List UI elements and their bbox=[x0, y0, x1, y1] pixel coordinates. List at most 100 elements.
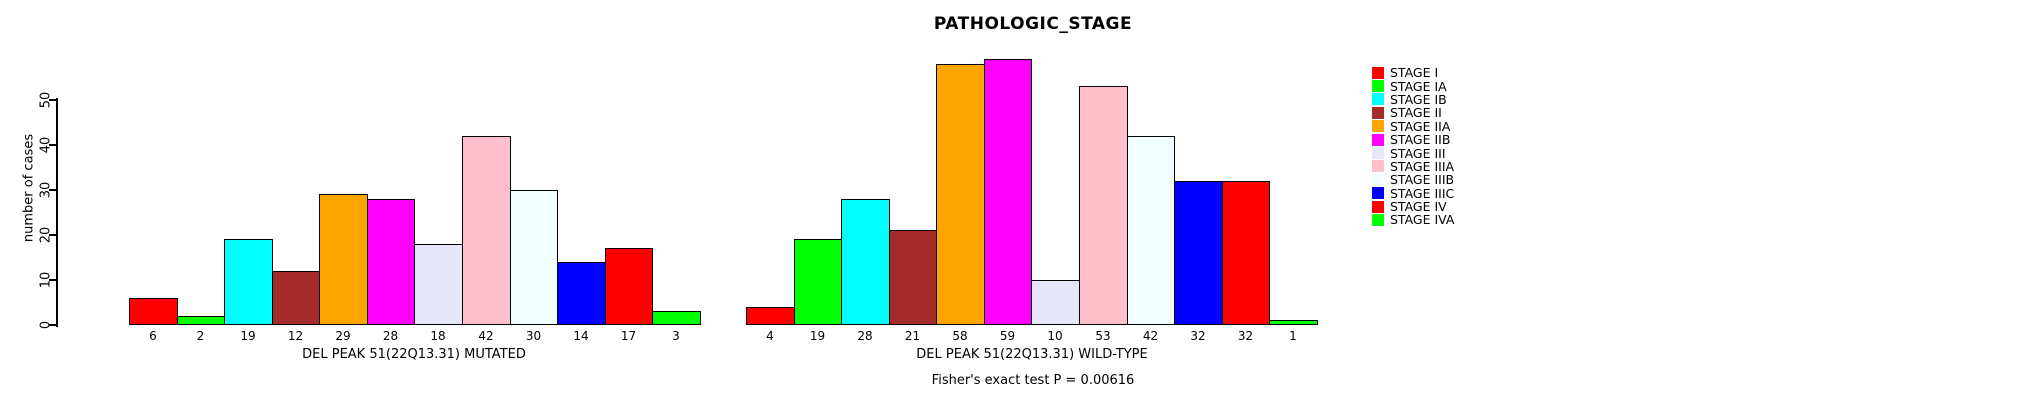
y-tick-label: 50 bbox=[38, 91, 54, 109]
y-tick-label: 10 bbox=[38, 271, 54, 289]
legend-label: STAGE I bbox=[1390, 65, 1439, 81]
bar-stage-iiib bbox=[1127, 136, 1175, 325]
bar-value-label: 21 bbox=[904, 329, 921, 343]
bar-stage-ii bbox=[272, 271, 320, 325]
bar-stage-iiib bbox=[510, 190, 558, 325]
legend-swatch-icon bbox=[1372, 93, 1384, 106]
chart-title: PATHOLOGIC_STAGE bbox=[933, 14, 1133, 34]
legend-label: STAGE IVA bbox=[1390, 212, 1455, 228]
legend-label: STAGE IIA bbox=[1390, 118, 1451, 134]
bar-value-label: 1 bbox=[1289, 329, 1297, 343]
bar-value-label: 18 bbox=[430, 329, 446, 343]
bar-value-label: 19 bbox=[809, 329, 826, 343]
bar-stage-iiic bbox=[1174, 181, 1223, 325]
legend-item: STAGE III bbox=[1372, 145, 1454, 161]
legend-label: STAGE IIIC bbox=[1390, 185, 1455, 201]
legend-item: STAGE IVA bbox=[1372, 213, 1454, 226]
legend-swatch-icon bbox=[1372, 160, 1384, 173]
bar-value-label: 28 bbox=[382, 329, 399, 343]
y-tick-mark bbox=[49, 189, 57, 191]
bar-value-label: 4 bbox=[766, 329, 774, 343]
bar-stage-iib bbox=[367, 199, 415, 325]
bar-value-label: 10 bbox=[1047, 329, 1063, 343]
bar-stage-iia bbox=[319, 194, 368, 325]
bar-value-label: 59 bbox=[999, 329, 1016, 343]
legend-label: STAGE II bbox=[1390, 105, 1442, 121]
y-tick-mark bbox=[49, 99, 57, 101]
legend-swatch-icon bbox=[1372, 213, 1384, 226]
bar-value-label: 32 bbox=[1237, 329, 1254, 343]
y-axis-label: number of cases bbox=[21, 133, 37, 243]
bar-value-label: 17 bbox=[620, 329, 637, 343]
legend-item: STAGE II bbox=[1372, 106, 1454, 119]
bar-stage-iv bbox=[1222, 181, 1270, 325]
legend-swatch-icon bbox=[1372, 120, 1384, 133]
legend-item: STAGE I bbox=[1372, 66, 1454, 79]
y-tick-mark bbox=[49, 144, 57, 146]
x-axis-label-wildtype: DEL PEAK 51(22Q13.31) WILD-TYPE bbox=[916, 347, 1148, 362]
y-tick-mark bbox=[49, 324, 57, 326]
legend: STAGE I STAGE IA STAGE IB STAGE II STAGE IIA… bbox=[1372, 66, 1454, 227]
bar-value-label: 29 bbox=[335, 329, 351, 343]
y-axis-line bbox=[56, 98, 58, 327]
legend-label: STAGE IV bbox=[1390, 199, 1447, 215]
bar-stage-iv bbox=[605, 248, 653, 325]
bar-stage-iii bbox=[1031, 280, 1080, 325]
bar-stage-iiic bbox=[557, 262, 606, 325]
bar-value-label: 32 bbox=[1190, 329, 1206, 343]
bar-value-label: 12 bbox=[287, 329, 304, 343]
legend-label: STAGE IIIA bbox=[1390, 158, 1455, 174]
legend-label: STAGE IA bbox=[1390, 78, 1447, 94]
bar-value-label: 42 bbox=[1142, 329, 1159, 343]
bar-value-label: 53 bbox=[1095, 329, 1111, 343]
bar-value-label: 30 bbox=[525, 329, 542, 343]
bar-value-label: 19 bbox=[240, 329, 256, 343]
bar-value-label: 2 bbox=[196, 329, 205, 343]
bar-stage-i bbox=[129, 298, 178, 325]
bar-stage-ib bbox=[224, 239, 273, 325]
bar-stage-iva bbox=[1269, 320, 1318, 325]
y-tick-mark bbox=[49, 234, 57, 236]
legend-label: STAGE III bbox=[1390, 145, 1446, 161]
y-tick-mark bbox=[49, 279, 57, 281]
bar-stage-ii bbox=[889, 230, 937, 325]
legend-item: STAGE IA bbox=[1372, 78, 1454, 94]
legend-label: STAGE IIIB bbox=[1390, 172, 1455, 188]
legend-swatch-icon bbox=[1372, 187, 1384, 200]
bar-stage-iii bbox=[414, 244, 463, 325]
legend-label: STAGE IB bbox=[1390, 91, 1447, 107]
bar-stage-iva bbox=[652, 311, 701, 325]
bar-value-label: 3 bbox=[672, 329, 680, 343]
bar-stage-i bbox=[746, 307, 795, 325]
bar-stage-iib bbox=[984, 59, 1032, 325]
bar-stage-ib bbox=[841, 199, 890, 325]
legend-swatch-icon bbox=[1372, 147, 1384, 160]
legend-swatch-icon bbox=[1372, 80, 1384, 93]
bar-stage-iiia bbox=[462, 136, 511, 325]
bar-value-label: 14 bbox=[573, 329, 589, 343]
y-tick-label: 0 bbox=[38, 320, 54, 330]
bar-value-label: 28 bbox=[857, 329, 873, 343]
legend-swatch-icon bbox=[1372, 66, 1384, 79]
legend-swatch-icon bbox=[1372, 133, 1384, 146]
y-tick-label: 20 bbox=[38, 226, 54, 244]
bar-stage-ia bbox=[177, 316, 225, 325]
x-axis-label-mutated: DEL PEAK 51(22Q13.31) MUTATED bbox=[302, 347, 526, 362]
legend-item: STAGE IB bbox=[1372, 93, 1454, 106]
legend-label: STAGE IIB bbox=[1390, 132, 1451, 148]
bar-stage-iiia bbox=[1079, 86, 1128, 325]
legend-item: STAGE IIIA bbox=[1372, 160, 1454, 173]
bar-value-label: 58 bbox=[952, 329, 968, 343]
legend-swatch-icon bbox=[1372, 106, 1384, 119]
legend-item: STAGE IIB bbox=[1372, 133, 1454, 146]
bar-stage-ia bbox=[794, 239, 842, 325]
fisher-test-annotation: Fisher's exact test P = 0.00616 bbox=[931, 373, 1135, 388]
bar-value-label: 6 bbox=[149, 329, 157, 343]
bar-stage-iia bbox=[936, 64, 985, 325]
y-tick-label: 30 bbox=[38, 181, 54, 199]
legend-item: STAGE IIIB bbox=[1372, 173, 1454, 186]
legend-item: STAGE IIIC bbox=[1372, 187, 1454, 200]
legend-item: STAGE IIA bbox=[1372, 120, 1454, 133]
bar-value-label: 42 bbox=[478, 329, 494, 343]
